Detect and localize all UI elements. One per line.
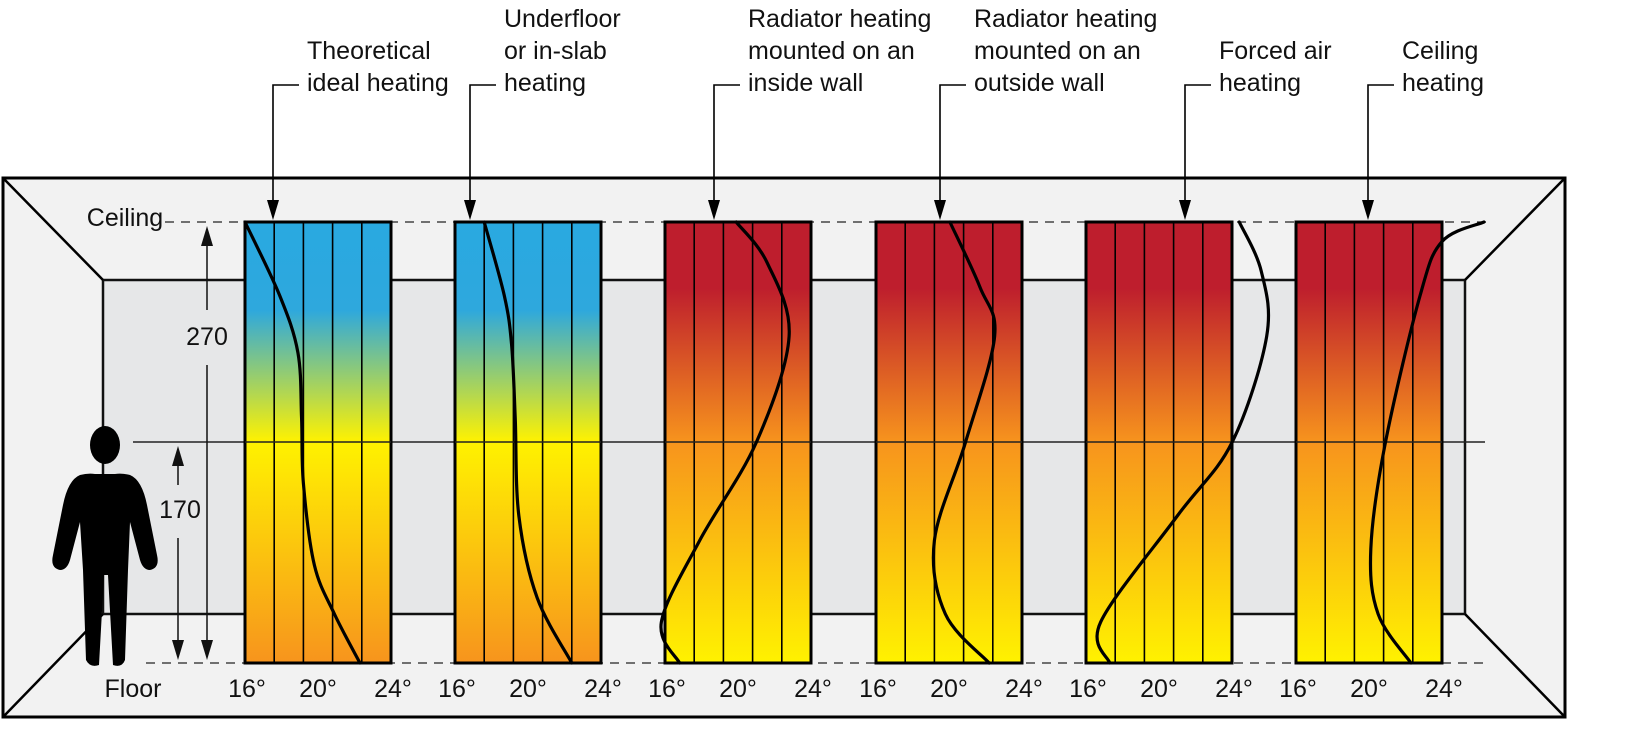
dimension-270-label: 270 [186, 323, 228, 351]
dimension-270 [201, 226, 213, 660]
leader-line [272, 84, 299, 204]
temperature-tick-label: 16° [228, 675, 266, 703]
arrow-head-icon [267, 200, 279, 220]
temperature-tick-label: 16° [1279, 675, 1317, 703]
arrow-head-icon [934, 200, 946, 220]
panel-label-line: Theoretical [307, 37, 431, 65]
panel-label-line: Radiator heating [748, 5, 931, 33]
temperature-tick-label: 16° [438, 675, 476, 703]
temperature-tick-label: 24° [584, 675, 622, 703]
temperature-tick-label: 16° [859, 675, 897, 703]
temperature-tick-label: 24° [1425, 675, 1463, 703]
panel-3: 16° 20° 24° Radiator heating mounted on an in… [648, 5, 931, 703]
temperature-profile-curve [482, 220, 574, 665]
leader-line [469, 84, 496, 204]
temperature-profile-curve [1368, 220, 1486, 665]
temperature-tick-label: 20° [299, 675, 337, 703]
panel-5: 16° 20° 24° Forced air heating [1069, 37, 1331, 703]
arrow-head-icon [1362, 200, 1374, 220]
panel-label-line: Ceiling [1402, 37, 1478, 65]
temperature-tick-label: 20° [719, 675, 757, 703]
leader-line [1367, 84, 1394, 204]
temperature-tick-label: 24° [794, 675, 832, 703]
temperature-profile-curve [931, 220, 997, 665]
panel-6: 16° 20° 24° Ceiling heating [1279, 37, 1486, 703]
arrow-head-icon [1179, 200, 1191, 220]
panel-1: 16° 20° 24° Theoretical ideal heating [228, 37, 449, 703]
temperature-profile-curve [659, 220, 791, 665]
temperature-tick-label: 24° [1215, 675, 1253, 703]
panel-label-line: Radiator heating [974, 5, 1157, 33]
panel-label-line: outside wall [974, 69, 1105, 97]
arrow-head-icon [708, 200, 720, 220]
dimension-170-label: 170 [159, 496, 201, 524]
panel-label-line: heating [1402, 69, 1484, 97]
panel-label-line: heating [1219, 69, 1301, 97]
panel-2: 16° 20° 24° Underfloor or in-slab heating [438, 5, 622, 703]
panel-label-line: Forced air [1219, 37, 1332, 65]
person-icon [52, 426, 158, 666]
leader-line [1184, 84, 1211, 204]
floor-label: Floor [105, 675, 162, 703]
panels: 16° 20° 24° Theoretical ideal heating 16° 20° 2… [228, 5, 1486, 703]
temperature-profile-curve [243, 220, 362, 665]
panel-label-line: or in-slab [504, 37, 607, 65]
dimension-170 [172, 446, 184, 660]
temperature-tick-label: 20° [1350, 675, 1388, 703]
leader-line [939, 84, 966, 204]
panel-4: 16° 20° 24° Radiator heating mounted on an ou… [859, 5, 1157, 703]
temperature-tick-label: 16° [648, 675, 686, 703]
arrow-head-icon [464, 200, 476, 220]
panel-label-line: ideal heating [307, 69, 449, 97]
leader-line [713, 84, 740, 204]
panel-label-line: heating [504, 69, 586, 97]
panel-label-line: Underfloor [504, 5, 621, 33]
temperature-tick-label: 16° [1069, 675, 1107, 703]
temperature-tick-label: 20° [930, 675, 968, 703]
temperature-profile-curve [1095, 220, 1271, 665]
temperature-tick-label: 20° [509, 675, 547, 703]
temperature-tick-label: 24° [374, 675, 412, 703]
ceiling-label: Ceiling [87, 204, 163, 232]
panel-label-line: inside wall [748, 69, 863, 97]
panel-label-line: mounted on an [748, 37, 915, 65]
temperature-tick-label: 20° [1140, 675, 1178, 703]
temperature-tick-label: 24° [1005, 675, 1043, 703]
panel-label-line: mounted on an [974, 37, 1141, 65]
